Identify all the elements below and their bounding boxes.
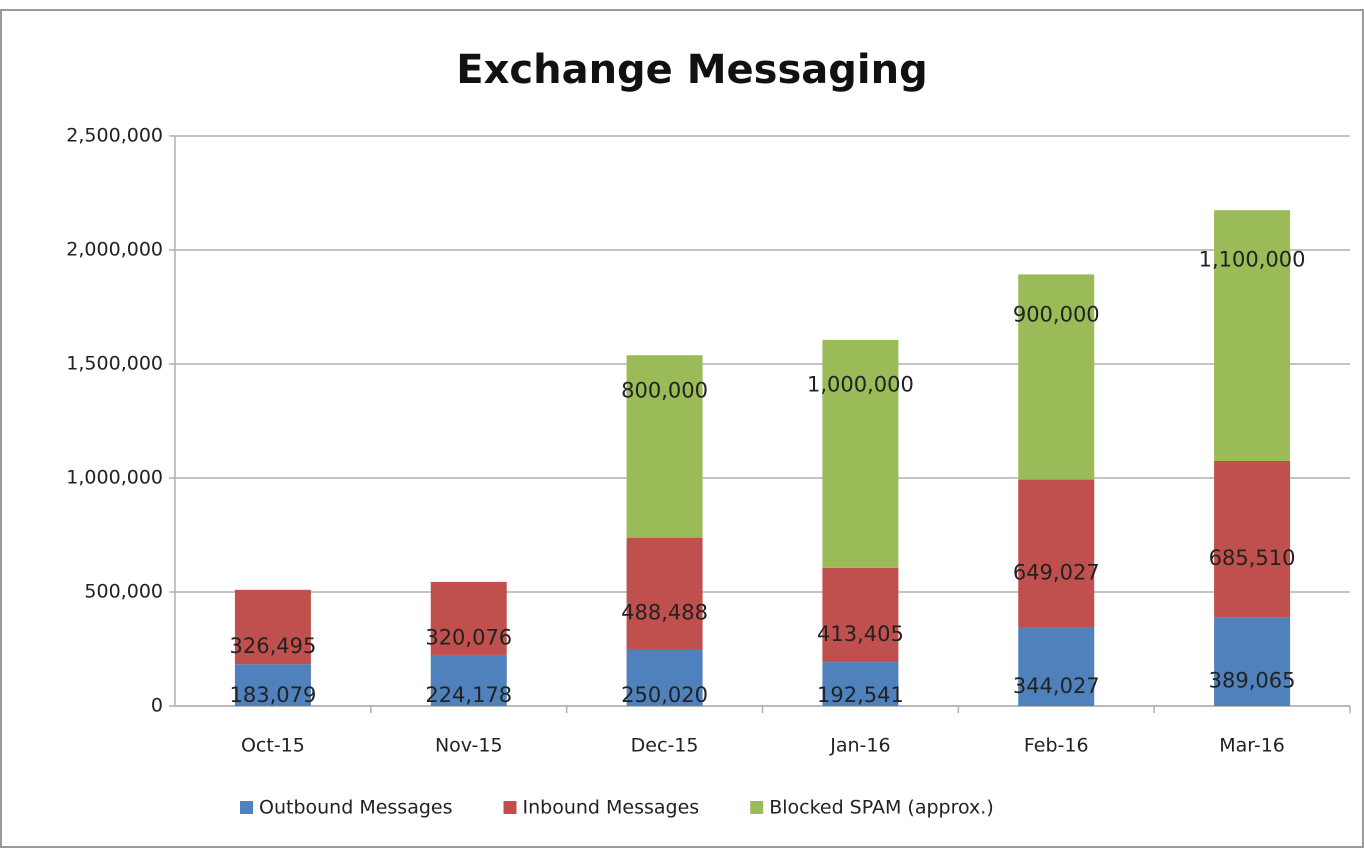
bar-segment [1018,274,1095,480]
x-tick-label: Feb-16 [1024,735,1089,757]
data-label: 192,541 [817,683,904,707]
legend-swatch [503,801,517,814]
bar-segment [626,355,703,538]
data-label: 800,000 [621,379,708,403]
bar-segment [626,648,703,706]
x-tick-label: Dec-15 [631,735,699,757]
bar-segment [430,581,507,655]
bar-segment [626,537,703,649]
bar-segment [1018,627,1095,706]
data-label: 224,178 [425,683,512,707]
y-tick-label: 2,000,000 [66,239,163,261]
chart-title: Exchange Messaging [456,47,927,93]
data-label: 685,510 [1209,546,1296,570]
y-tick-label: 500,000 [84,581,163,603]
legend-label: Outbound Messages [259,797,453,819]
bar-segment [1214,617,1291,706]
data-label: 1,000,000 [807,372,914,396]
data-label: 250,020 [621,683,708,707]
data-label: 344,027 [1013,674,1100,698]
data-label: 649,027 [1013,561,1100,585]
y-tick-label: 1,500,000 [66,353,163,375]
bar-segment [430,654,507,706]
x-tick-label: Jan-16 [829,735,890,757]
data-label: 488,488 [621,600,708,624]
bar-segment [822,339,899,568]
y-tick-label: 0 [151,695,163,717]
x-tick-label: Mar-16 [1219,735,1285,757]
x-tick-label: Nov-15 [435,735,503,757]
bar-segment [1214,460,1291,618]
legend-label: Blocked SPAM (approx.) [769,797,994,819]
y-tick-label: 2,500,000 [66,125,163,147]
bar-segment [234,664,311,706]
legend-label: Inbound Messages [523,797,700,819]
data-label: 326,495 [229,634,316,658]
data-label: 320,076 [425,625,512,649]
data-label: 183,079 [229,683,316,707]
data-label: 413,405 [817,622,904,646]
y-tick-label: 1,000,000 [66,467,163,489]
bar-segment [822,567,899,663]
x-tick-label: Oct-15 [241,735,305,757]
bar-segment [1214,210,1291,461]
bar-segment [1018,479,1095,628]
data-label: 389,065 [1209,669,1296,693]
legend-swatch [240,801,253,814]
data-label: 900,000 [1013,302,1100,326]
data-label: 1,100,000 [1199,247,1306,271]
legend-swatch [750,801,764,814]
bar-segment [234,589,311,665]
bar-segment [822,662,899,706]
